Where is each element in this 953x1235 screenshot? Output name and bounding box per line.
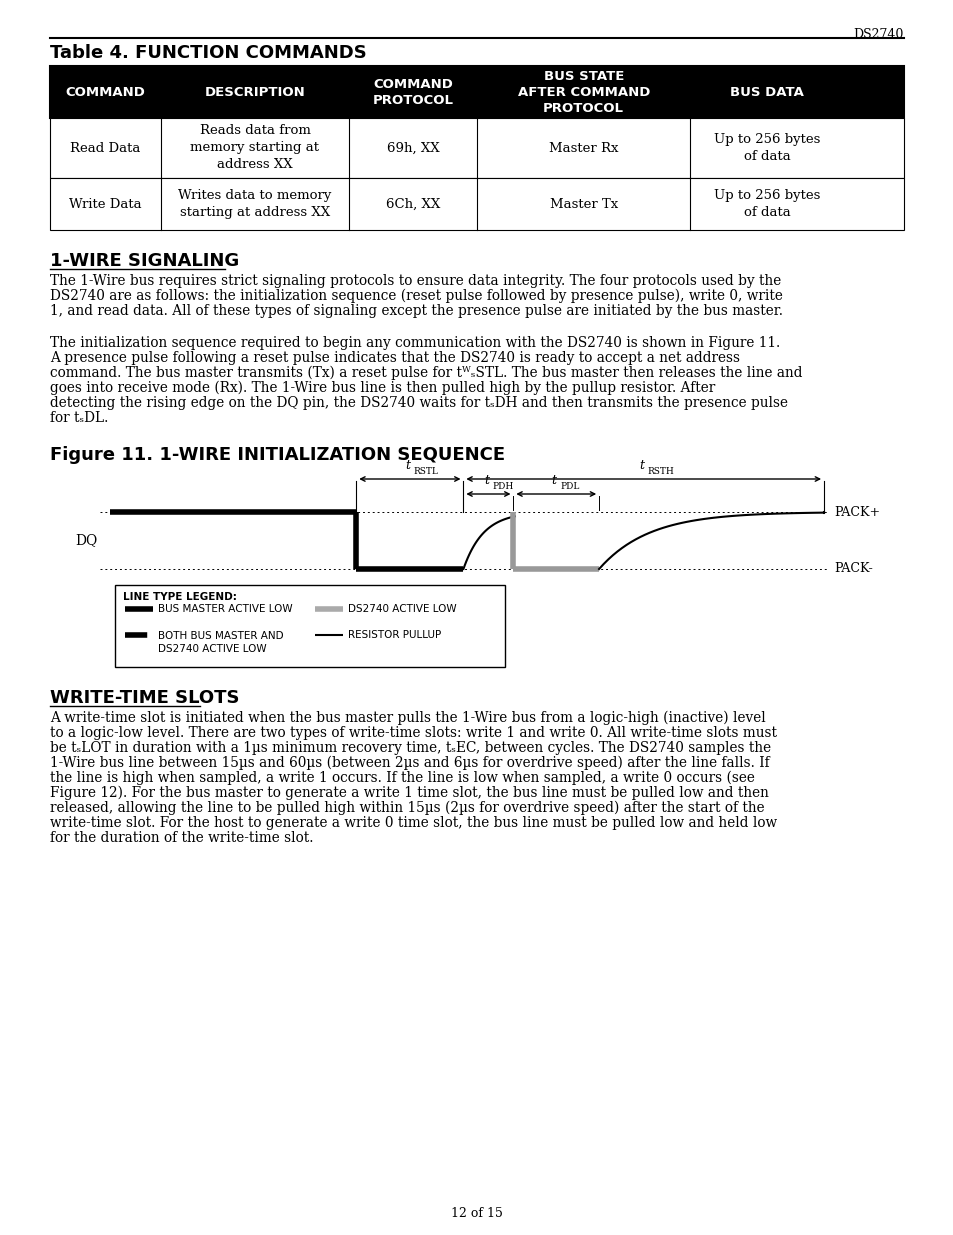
Text: 1-WIRE SIGNALING: 1-WIRE SIGNALING [50,252,239,270]
Text: t: t [405,459,410,472]
Text: Figure 11. 1-WIRE INITIALIZATION SEQUENCE: Figure 11. 1-WIRE INITIALIZATION SEQUENC… [50,446,504,464]
Text: 1, and read data. All of these types of signaling except the presence pulse are : 1, and read data. All of these types of … [50,304,782,317]
Text: DS2740: DS2740 [853,28,903,41]
Text: RESISTOR PULLUP: RESISTOR PULLUP [348,630,441,640]
Text: for tₛDL.: for tₛDL. [50,411,109,425]
Text: Master Rx: Master Rx [548,142,618,154]
Text: PACK+: PACK+ [833,505,880,519]
Text: DS2740 ACTIVE LOW: DS2740 ACTIVE LOW [348,604,456,614]
Text: DS2740 are as follows: the initialization sequence (reset pulse followed by pres: DS2740 are as follows: the initializatio… [50,289,782,304]
Text: BUS DATA: BUS DATA [730,85,803,99]
Text: LINE TYPE LEGEND:: LINE TYPE LEGEND: [123,592,236,601]
Text: PACK-: PACK- [833,562,872,576]
Text: PDH: PDH [492,482,513,492]
Text: be tₛLOT in duration with a 1µs minimum recovery time, tₛEC, between cycles. The: be tₛLOT in duration with a 1µs minimum … [50,741,770,755]
Text: The initialization sequence required to begin any communication with the DS2740 : The initialization sequence required to … [50,336,780,350]
Text: Reads data from
memory starting at
address XX: Reads data from memory starting at addre… [191,125,319,172]
Text: RSTL: RSTL [414,467,438,475]
Text: A write-time slot is initiated when the bus master pulls the 1-Wire bus from a l: A write-time slot is initiated when the … [50,711,765,725]
Text: DQ: DQ [75,534,98,547]
Text: COMMAND
PROTOCOL: COMMAND PROTOCOL [372,78,453,106]
Text: to a logic-low level. There are two types of write-time slots: write 1 and write: to a logic-low level. There are two type… [50,726,776,740]
Text: goes into receive mode (Rx). The 1-Wire bus line is then pulled high by the pull: goes into receive mode (Rx). The 1-Wire … [50,382,715,395]
Bar [50,178,903,230]
Text: Up to 256 bytes
of data: Up to 256 bytes of data [714,133,820,163]
Text: 12 of 15: 12 of 15 [451,1207,502,1220]
Text: Up to 256 bytes
of data: Up to 256 bytes of data [714,189,820,219]
Text: 69h, XX: 69h, XX [386,142,438,154]
Text: COMMAND: COMMAND [66,85,145,99]
Text: write-time slot. For the host to generate a write 0 time slot, the bus line must: write-time slot. For the host to generat… [50,816,777,830]
Text: t: t [639,459,643,472]
Bar [50,119,903,178]
Text: 6Ch, XX: 6Ch, XX [385,198,439,210]
Text: 1-Wire bus line between 15µs and 60µs (between 2µs and 6µs for overdrive speed) : 1-Wire bus line between 15µs and 60µs (b… [50,756,769,771]
Text: The 1-Wire bus requires strict signaling protocols to ensure data integrity. The: The 1-Wire bus requires strict signaling… [50,274,781,288]
Text: WRITE-TIME SLOTS: WRITE-TIME SLOTS [50,689,239,706]
Text: Master Tx: Master Tx [549,198,618,210]
Text: t: t [483,474,488,487]
Bar [50,65,903,119]
Bar [115,585,504,667]
Text: t: t [551,474,557,487]
Text: detecting the rising edge on the DQ pin, the DS2740 waits for tₛDH and then tran: detecting the rising edge on the DQ pin,… [50,396,787,410]
Text: Read Data: Read Data [71,142,140,154]
Text: Write Data: Write Data [70,198,142,210]
Text: released, allowing the line to be pulled high within 15µs (2µs for overdrive spe: released, allowing the line to be pulled… [50,802,763,815]
Text: the line is high when sampled, a write 1 occurs. If the line is low when sampled: the line is high when sampled, a write 1… [50,771,754,785]
Text: RSTH: RSTH [647,467,674,475]
Text: BUS MASTER ACTIVE LOW: BUS MASTER ACTIVE LOW [158,604,293,614]
Text: BUS STATE
AFTER COMMAND
PROTOCOL: BUS STATE AFTER COMMAND PROTOCOL [517,69,649,115]
Text: BOTH BUS MASTER AND
DS2740 ACTIVE LOW: BOTH BUS MASTER AND DS2740 ACTIVE LOW [158,631,283,653]
Text: command. The bus master transmits (Tx) a reset pulse for tᵂₛSTL. The bus master : command. The bus master transmits (Tx) a… [50,366,801,380]
Text: DESCRIPTION: DESCRIPTION [204,85,305,99]
Text: PDL: PDL [559,482,579,492]
Text: Figure 12). For the bus master to generate a write 1 time slot, the bus line mus: Figure 12). For the bus master to genera… [50,785,768,800]
Text: for the duration of the write-time slot.: for the duration of the write-time slot. [50,831,314,845]
Text: Writes data to memory
starting at address XX: Writes data to memory starting at addres… [178,189,332,219]
Text: Table 4. FUNCTION COMMANDS: Table 4. FUNCTION COMMANDS [50,44,366,62]
Text: A presence pulse following a reset pulse indicates that the DS2740 is ready to a: A presence pulse following a reset pulse… [50,351,740,366]
